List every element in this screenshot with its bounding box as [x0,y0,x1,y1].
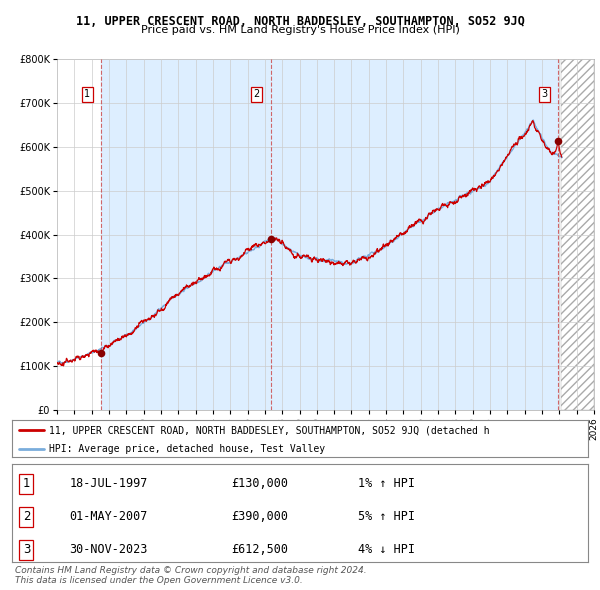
Bar [101,59,271,410]
Text: HPI: Average price, detached house, Test Valley: HPI: Average price, detached house, Test… [49,444,326,454]
Text: 18-JUL-1997: 18-JUL-1997 [70,477,148,490]
Text: Price paid vs. HM Land Registry's House Price Index (HPI): Price paid vs. HM Land Registry's House … [140,25,460,35]
Text: Contains HM Land Registry data © Crown copyright and database right 2024.: Contains HM Land Registry data © Crown c… [15,566,367,575]
Text: £612,500: £612,500 [231,543,288,556]
Text: 2: 2 [23,510,30,523]
Bar [561,59,594,410]
Text: 1% ↑ HPI: 1% ↑ HPI [358,477,415,490]
Text: 5% ↑ HPI: 5% ↑ HPI [358,510,415,523]
Text: 1: 1 [23,477,30,490]
Text: 11, UPPER CRESCENT ROAD, NORTH BADDESLEY, SOUTHAMPTON, SO52 9JQ (detached h: 11, UPPER CRESCENT ROAD, NORTH BADDESLEY… [49,425,490,435]
Text: 3: 3 [541,89,547,99]
Text: 01-MAY-2007: 01-MAY-2007 [70,510,148,523]
Text: This data is licensed under the Open Government Licence v3.0.: This data is licensed under the Open Gov… [15,576,303,585]
Text: 1: 1 [84,89,90,99]
Text: £390,000: £390,000 [231,510,288,523]
Text: 4% ↓ HPI: 4% ↓ HPI [358,543,415,556]
Text: 30-NOV-2023: 30-NOV-2023 [70,543,148,556]
Text: 11, UPPER CRESCENT ROAD, NORTH BADDESLEY, SOUTHAMPTON, SO52 9JQ: 11, UPPER CRESCENT ROAD, NORTH BADDESLEY… [76,15,524,28]
Text: 3: 3 [23,543,30,556]
Text: 2: 2 [254,89,260,99]
Bar [271,59,558,410]
Text: £130,000: £130,000 [231,477,288,490]
